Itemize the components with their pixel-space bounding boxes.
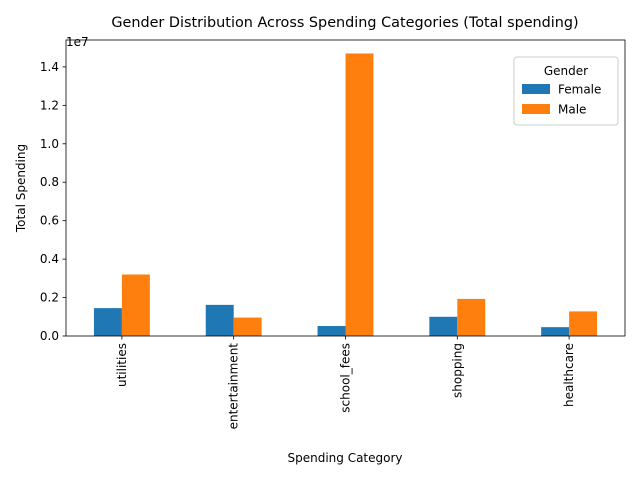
bar-male-school_fees bbox=[345, 53, 374, 337]
x-axis: utilities entertainment school_fees shoppin… bbox=[115, 336, 576, 429]
bar-male-healthcare bbox=[569, 311, 598, 336]
bar-female-entertainment bbox=[205, 304, 234, 336]
y-tick-label: 0.4 bbox=[40, 252, 59, 266]
x-tick-label-shopping: shopping bbox=[450, 343, 464, 398]
y-axis-label: Total Spending bbox=[14, 144, 28, 233]
legend-swatch-female bbox=[522, 84, 550, 94]
y-axis: 0.0 0.2 0.4 0.6 0.8 1.0 1.2 1.4 bbox=[40, 60, 66, 343]
legend-title: Gender bbox=[544, 64, 588, 78]
legend-swatch-male bbox=[522, 104, 550, 114]
y-tick-label: 0.6 bbox=[40, 214, 59, 228]
x-tick-label-entertainment: entertainment bbox=[227, 343, 241, 430]
legend-label-female: Female bbox=[558, 83, 601, 97]
y-tick-label: 0.2 bbox=[40, 291, 59, 305]
y-tick-label: 1.0 bbox=[40, 137, 59, 151]
bar-male-entertainment bbox=[233, 317, 262, 336]
y-tick-label: 1.4 bbox=[40, 60, 59, 74]
bar-male-shopping bbox=[457, 298, 486, 336]
chart-title: Gender Distribution Across Spending Cate… bbox=[111, 15, 578, 31]
bar-female-healthcare bbox=[541, 327, 570, 336]
bar-female-utilities bbox=[93, 308, 122, 336]
x-tick-label-school_fees: school_fees bbox=[339, 343, 353, 413]
y-tick-label: 0.0 bbox=[40, 329, 59, 343]
x-tick-label-healthcare: healthcare bbox=[562, 343, 576, 407]
bar-male-utilities bbox=[121, 274, 150, 336]
bar-female-school_fees bbox=[317, 326, 346, 336]
x-axis-label: Spending Category bbox=[287, 451, 402, 465]
legend: Gender Female Male bbox=[513, 56, 619, 126]
y-tick-label: 1.2 bbox=[40, 98, 59, 112]
legend-items: Female Male bbox=[522, 83, 601, 117]
legend-label-male: Male bbox=[558, 103, 586, 117]
y-tick-label: 0.8 bbox=[40, 175, 59, 189]
bar-female-shopping bbox=[429, 316, 458, 336]
bars bbox=[93, 53, 598, 337]
x-tick-label-utilities: utilities bbox=[115, 343, 129, 387]
y-axis-multiplier: 1e7 bbox=[66, 35, 89, 49]
